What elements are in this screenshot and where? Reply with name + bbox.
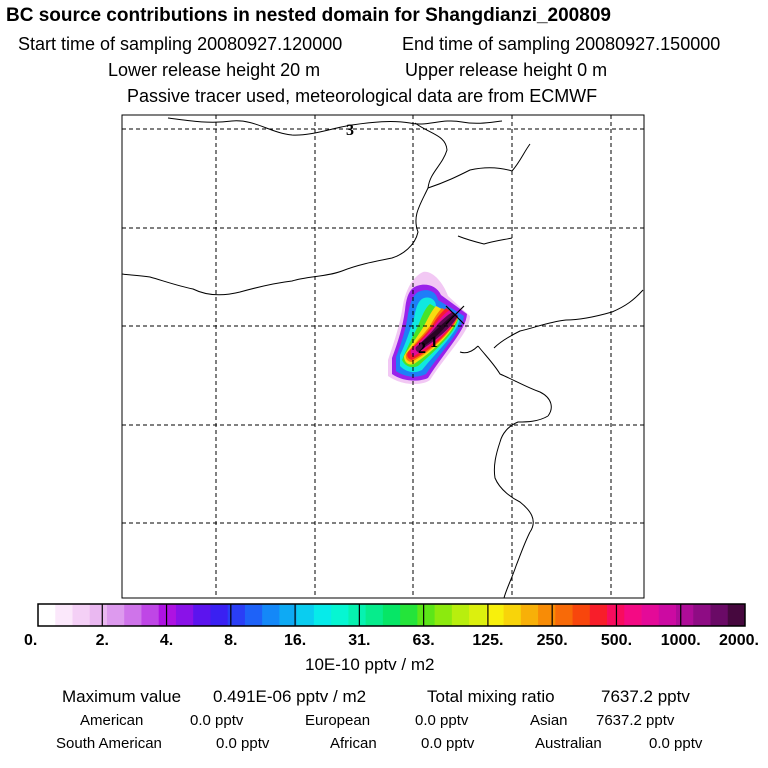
region-south-american-value: 0.0 pptv xyxy=(216,735,270,752)
receptor-markers xyxy=(445,305,465,325)
colorbar-swatch xyxy=(313,604,332,626)
region-asian-name: Asian xyxy=(530,712,568,729)
region-american-name: American xyxy=(80,712,144,729)
colorbar-swatch xyxy=(624,604,642,626)
map-plot: 3 2 1 xyxy=(121,114,645,599)
colorbar-swatch xyxy=(38,604,56,626)
region-african-name: African xyxy=(330,735,377,752)
colorbar-tick-label: 63. xyxy=(413,632,435,649)
colorbar-swatch xyxy=(331,604,349,626)
coastlines-borders xyxy=(122,117,644,598)
colorbar-swatch xyxy=(382,604,401,626)
colorbar-tick-label: 2. xyxy=(96,632,109,649)
colorbar-swatch xyxy=(451,604,470,626)
colorbar-swatch xyxy=(676,604,694,626)
region-american-value: 0.0 pptv xyxy=(190,712,244,729)
region-australian-name: Australian xyxy=(535,735,602,752)
colorbar-swatch xyxy=(400,604,418,626)
colorbar-swatch xyxy=(710,604,729,626)
end-time: End time of sampling 20080927.150000 xyxy=(402,34,721,54)
colorbar-swatch xyxy=(693,604,711,626)
colorbar-swatch xyxy=(348,604,367,626)
colorbar-swatches xyxy=(38,604,746,626)
colorbar-ticks: 0. 2. 4. 8. 16. 31. 63. 125. 250. 500. 1000. 2000. xyxy=(24,632,759,649)
contour-label-1: 1 xyxy=(430,334,438,351)
max-value-label: Maximum value xyxy=(62,687,182,706)
lower-release-height: Lower release height 20 m xyxy=(108,60,321,80)
upper-release-height: Upper release height 0 m xyxy=(405,60,608,80)
colorbar-tick-label: 125. xyxy=(472,632,503,649)
colorbar-swatch xyxy=(175,604,194,626)
colorbar-swatch xyxy=(365,604,384,626)
colorbar-swatch xyxy=(538,604,556,626)
max-value: 0.491E-06 pptv / m2 xyxy=(213,687,367,706)
plume-core xyxy=(421,313,455,346)
colorbar-swatch xyxy=(589,604,608,626)
colorbar-tick-label: 1000. xyxy=(661,632,701,649)
region-european-name: European xyxy=(305,712,371,729)
colorbar-swatch xyxy=(72,604,91,626)
colorbar-swatch xyxy=(572,604,591,626)
colorbar-tick-label: 4. xyxy=(160,632,173,649)
colorbar-tick-label: 8. xyxy=(224,632,237,649)
region-australian-value: 0.0 pptv xyxy=(649,735,703,752)
colorbar-swatch xyxy=(55,604,73,626)
colorbar-swatch xyxy=(555,604,573,626)
region-asian-value: 7637.2 pptv xyxy=(596,712,675,729)
region-african-value: 0.0 pptv xyxy=(421,735,475,752)
passive-tracer-note: Passive tracer used, meteorological data… xyxy=(127,86,598,106)
colorbar-swatch xyxy=(520,604,539,626)
colorbar-tick-label: 31. xyxy=(348,632,370,649)
colorbar-swatch xyxy=(193,604,211,626)
colorbar-swatch xyxy=(503,604,522,626)
colorbar-swatch xyxy=(434,604,453,626)
contour-label-3: 3 xyxy=(346,122,354,139)
colorbar-tick-label: 2000. xyxy=(719,632,759,649)
colorbar-dividers xyxy=(101,604,682,626)
colorbar-swatch xyxy=(124,604,142,626)
colorbar-swatch xyxy=(727,604,746,626)
colorbar-tick-label: 500. xyxy=(601,632,632,649)
colorbar-swatch xyxy=(227,604,246,626)
title: BC source contributions in nested domain… xyxy=(6,5,611,26)
colorbar-swatch xyxy=(210,604,229,626)
colorbar-frame xyxy=(37,603,746,627)
colorbar-swatch xyxy=(244,604,263,626)
total-mixing-label: Total mixing ratio xyxy=(427,687,555,706)
colorbar-swatch xyxy=(279,604,298,626)
colorbar: 0. 2. 4. 8. 16. 31. 63. 125. 250. 500. 1000. 2000. xyxy=(24,603,759,649)
region-south-american-name: South American xyxy=(56,735,162,752)
colorbar-swatch xyxy=(641,604,660,626)
colorbar-swatch xyxy=(106,604,125,626)
grid-lines xyxy=(122,115,644,598)
contour-label-2: 2 xyxy=(418,340,426,357)
colorbar-swatch xyxy=(658,604,677,626)
colorbar-swatch xyxy=(486,604,504,626)
colorbar-tick-label: 16. xyxy=(284,632,306,649)
total-mixing-value: 7637.2 pptv xyxy=(601,687,690,706)
colorbar-swatch xyxy=(469,604,487,626)
colorbar-tick-label: 250. xyxy=(537,632,568,649)
colorbar-swatch xyxy=(141,604,160,626)
colorbar-swatch xyxy=(417,604,436,626)
colorbar-swatch xyxy=(89,604,108,626)
start-time: Start time of sampling 20080927.120000 xyxy=(18,34,343,54)
colorbar-tick-label: 0. xyxy=(24,632,37,649)
region-european-value: 0.0 pptv xyxy=(415,712,469,729)
map-frame xyxy=(121,114,645,599)
colorbar-swatch xyxy=(262,604,280,626)
colorbar-swatch xyxy=(296,604,315,626)
colorbar-unit: 10E-10 pptv / m2 xyxy=(305,655,435,674)
colorbar-swatch xyxy=(158,604,177,626)
